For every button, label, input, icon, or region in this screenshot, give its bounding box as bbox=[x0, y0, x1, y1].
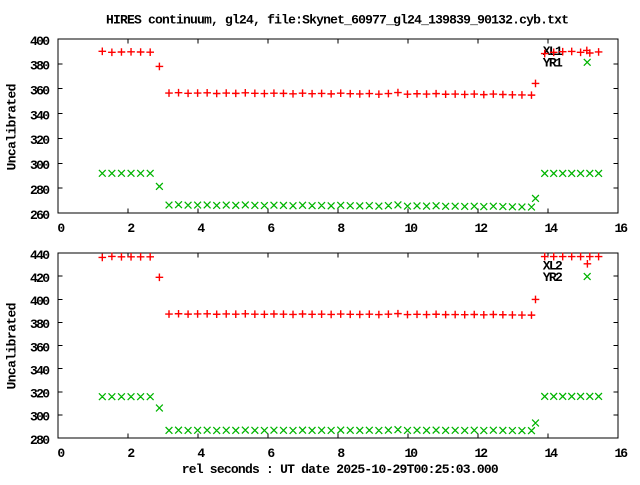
svg-text:12: 12 bbox=[475, 221, 489, 236]
svg-text:YR1: YR1 bbox=[543, 55, 563, 70]
svg-text:8: 8 bbox=[337, 446, 345, 461]
svg-text:16: 16 bbox=[615, 446, 629, 461]
svg-text:380: 380 bbox=[30, 59, 50, 74]
svg-text:300: 300 bbox=[30, 410, 50, 425]
svg-text:12: 12 bbox=[475, 446, 489, 461]
svg-text:280: 280 bbox=[30, 433, 50, 448]
svg-text:8: 8 bbox=[337, 221, 345, 236]
svg-text:Uncalibrated: Uncalibrated bbox=[4, 84, 19, 171]
svg-text:360: 360 bbox=[30, 84, 50, 99]
svg-text:6: 6 bbox=[267, 221, 275, 236]
svg-text:10: 10 bbox=[405, 446, 419, 461]
svg-text:4: 4 bbox=[197, 221, 205, 236]
svg-text:6: 6 bbox=[267, 446, 275, 461]
svg-text:360: 360 bbox=[30, 340, 50, 355]
svg-text:400: 400 bbox=[30, 294, 50, 309]
svg-text:10: 10 bbox=[405, 221, 419, 236]
svg-text:16: 16 bbox=[615, 221, 629, 236]
svg-text:440: 440 bbox=[30, 248, 50, 263]
svg-text:380: 380 bbox=[30, 317, 50, 332]
svg-text:4: 4 bbox=[197, 446, 205, 461]
svg-text:rel seconds : UT date 2025-10-: rel seconds : UT date 2025-10-29T00:25:0… bbox=[182, 462, 499, 477]
svg-text:420: 420 bbox=[30, 271, 50, 286]
svg-text:400: 400 bbox=[30, 34, 50, 49]
svg-text:HIRES continuum, gl24, file:Sk: HIRES continuum, gl24, file:Skynet_60977… bbox=[106, 13, 569, 28]
svg-text:Uncalibrated: Uncalibrated bbox=[4, 303, 19, 390]
svg-text:YR2: YR2 bbox=[543, 270, 563, 285]
svg-text:340: 340 bbox=[30, 108, 50, 123]
svg-text:XL1: XL1 bbox=[543, 44, 563, 59]
svg-text:300: 300 bbox=[30, 158, 50, 173]
svg-text:XL2: XL2 bbox=[543, 258, 563, 273]
svg-text:320: 320 bbox=[30, 387, 50, 402]
svg-text:0: 0 bbox=[57, 446, 65, 461]
svg-text:14: 14 bbox=[545, 221, 559, 236]
svg-text:14: 14 bbox=[545, 446, 559, 461]
svg-text:2: 2 bbox=[127, 446, 135, 461]
svg-text:2: 2 bbox=[127, 221, 135, 236]
svg-text:280: 280 bbox=[30, 183, 50, 198]
svg-text:340: 340 bbox=[30, 363, 50, 378]
svg-text:260: 260 bbox=[30, 208, 50, 223]
svg-text:320: 320 bbox=[30, 133, 50, 148]
svg-text:0: 0 bbox=[57, 221, 65, 236]
